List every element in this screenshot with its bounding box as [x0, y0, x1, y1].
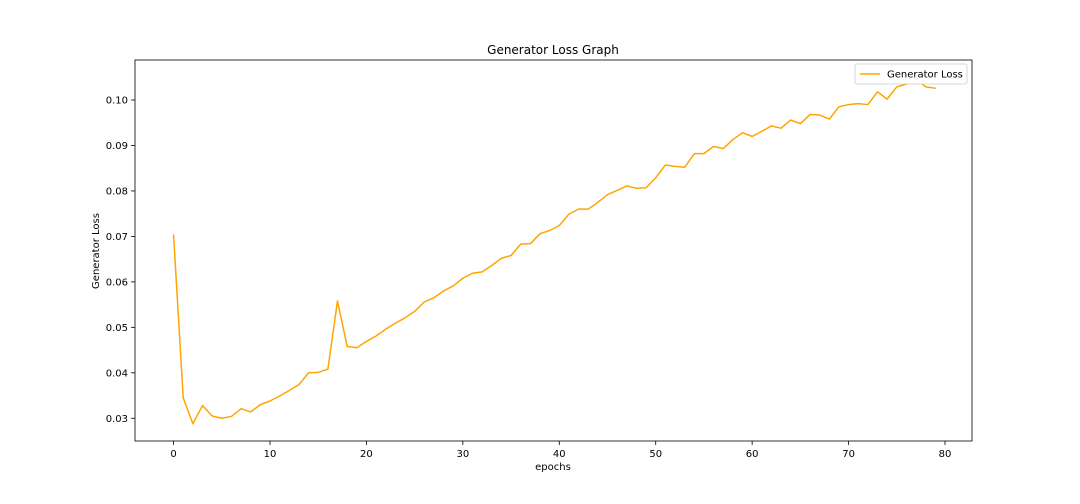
legend-box — [854, 63, 968, 85]
y-tick-label: 0.04 — [106, 368, 128, 379]
y-tick-label: 0.09 — [106, 141, 128, 152]
x-tick-label: 30 — [456, 449, 469, 460]
x-tick-label: 10 — [264, 449, 277, 460]
y-tick-label: 0.08 — [106, 186, 128, 197]
series-line-generator-loss — [172, 78, 937, 425]
x-tick-label: 20 — [360, 449, 373, 460]
x-tick-label: 0 — [170, 449, 176, 460]
y-tick-label: 0.07 — [106, 232, 128, 243]
x-axis-ticks: 0 10 20 30 40 50 60 70 80 — [170, 441, 951, 460]
y-axis-label: Generator Loss — [91, 213, 102, 289]
x-tick-label: 80 — [939, 449, 952, 460]
legend: Generator Loss — [854, 63, 968, 85]
y-axis-ticks: 0.03 0.04 0.05 0.06 0.07 0.08 0.09 0.10 — [106, 96, 135, 425]
y-tick-label: 0.10 — [106, 96, 128, 107]
x-tick-label: 70 — [842, 449, 855, 460]
x-axis-label: epochs — [535, 462, 571, 473]
x-tick-label: 60 — [746, 449, 759, 460]
legend-label: Generator Loss — [887, 70, 963, 81]
plot-area: 0 10 20 30 40 50 60 70 80 0.030.040.050.060.070.… — [106, 59, 973, 460]
x-tick-label: 40 — [553, 449, 566, 460]
y-tick-label: 0.06 — [106, 277, 128, 288]
plot-frame — [134, 59, 973, 442]
y-tick-label: 0.05 — [106, 323, 128, 334]
chart-title: Generator Loss Graph — [487, 43, 619, 57]
plot-background — [135, 60, 972, 441]
y-tick-label: 0.03 — [106, 414, 128, 425]
x-tick-label: 50 — [649, 449, 662, 460]
